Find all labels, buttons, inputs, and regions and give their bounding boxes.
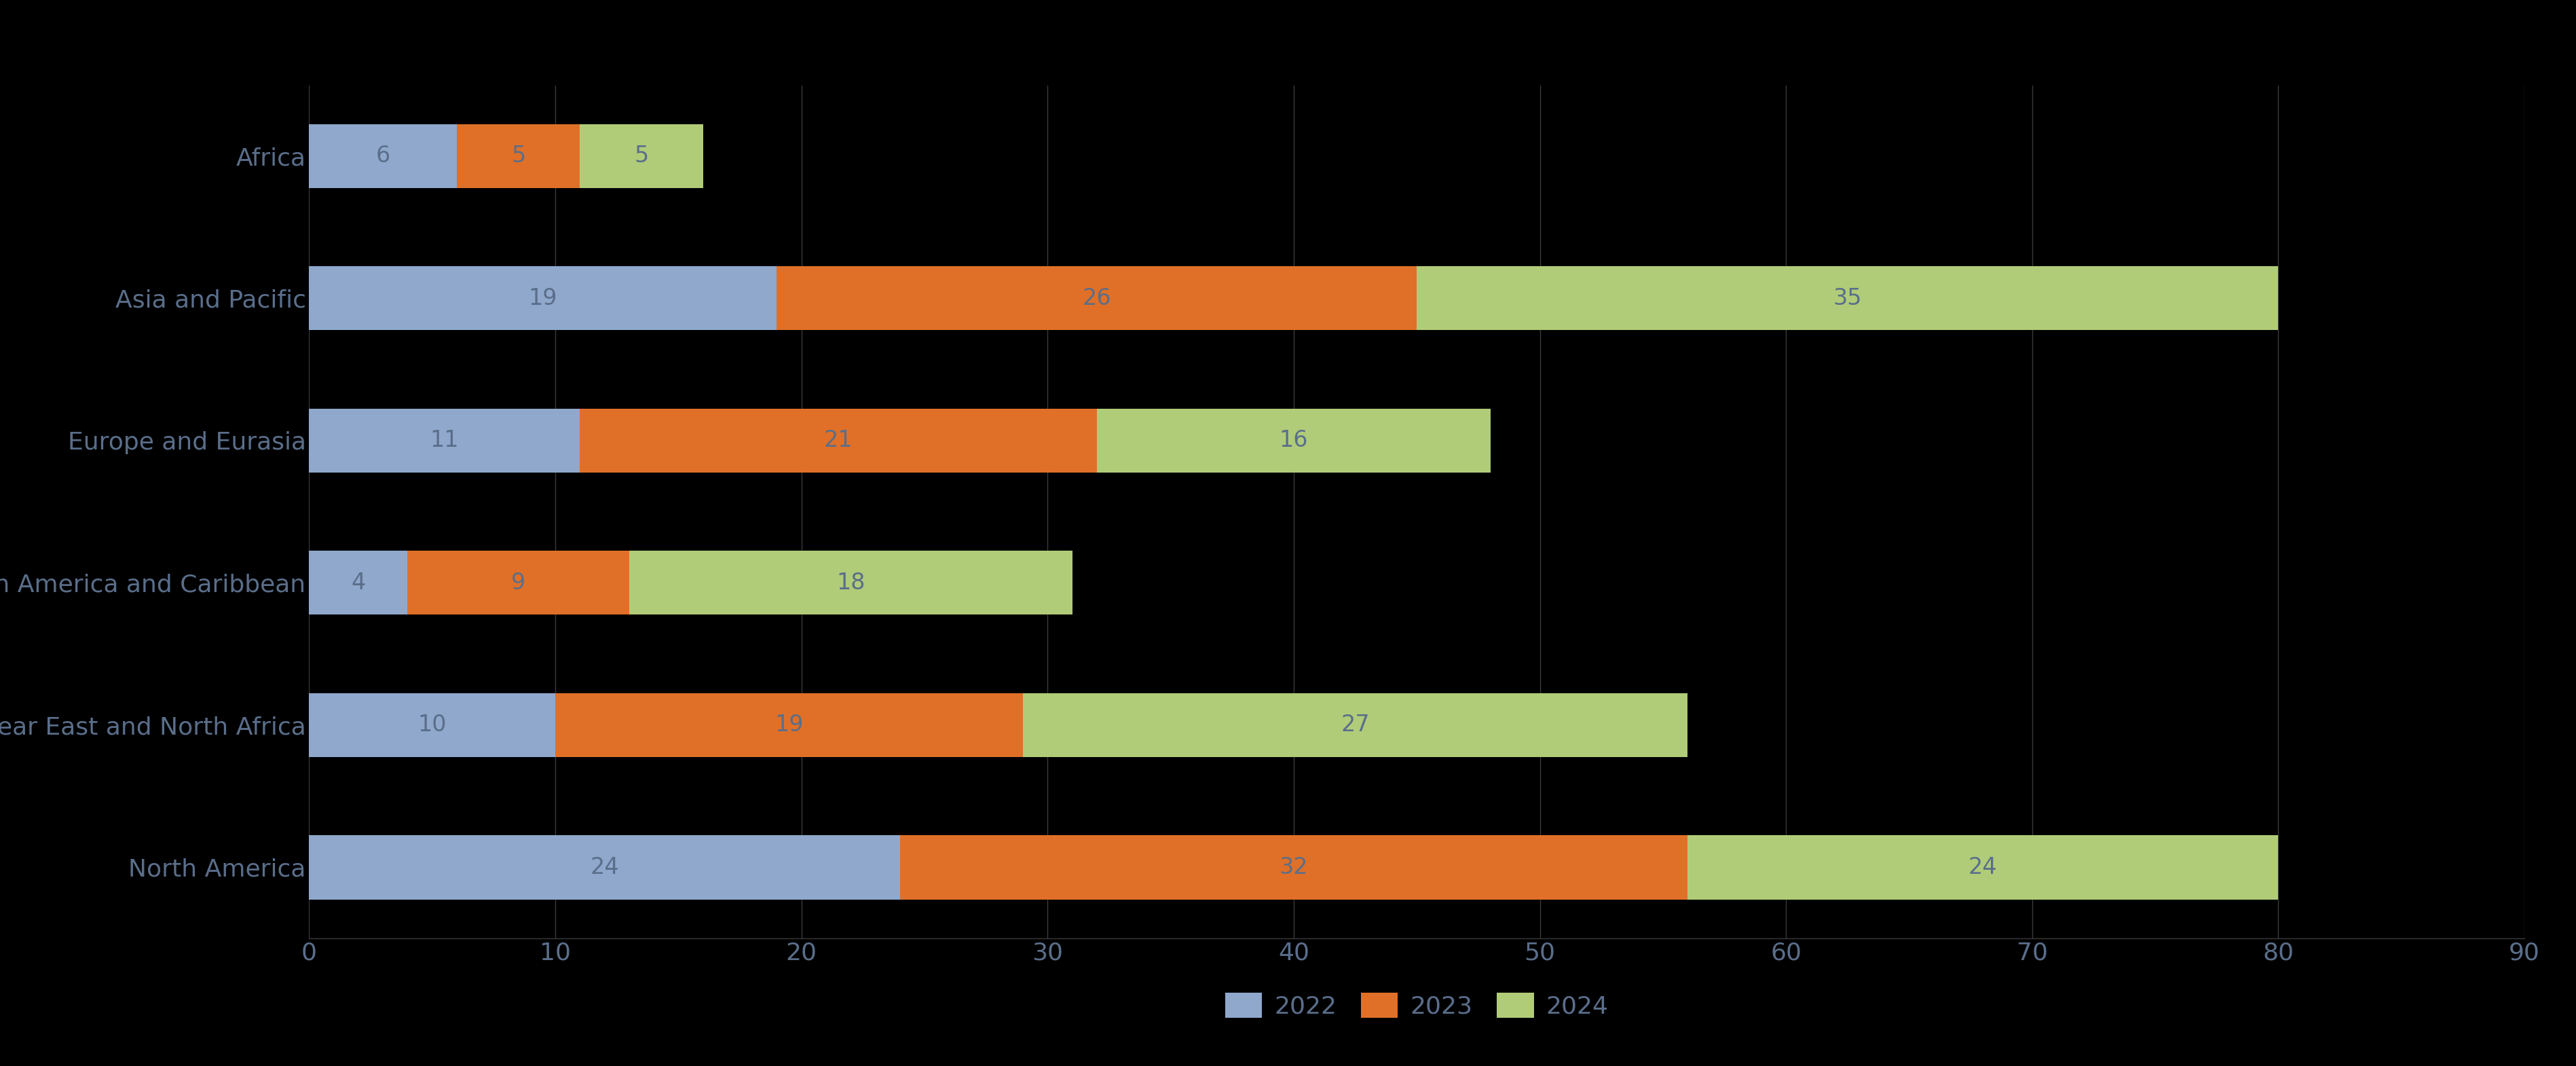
Text: 19: 19 <box>775 714 804 737</box>
Text: 19: 19 <box>528 287 556 309</box>
Bar <box>309 408 580 472</box>
Text: 27: 27 <box>1340 714 1370 737</box>
Text: 24: 24 <box>1968 856 1996 878</box>
Bar <box>629 551 1072 615</box>
Bar <box>1417 266 2277 330</box>
Text: 21: 21 <box>824 430 853 452</box>
Bar <box>1687 836 2277 900</box>
Text: 11: 11 <box>430 430 459 452</box>
Legend: 2022, 2023, 2024: 2022, 2023, 2024 <box>1216 983 1618 1028</box>
Bar <box>899 836 1687 900</box>
Bar <box>407 551 629 615</box>
Bar <box>309 836 899 900</box>
Bar <box>778 266 1417 330</box>
Text: 35: 35 <box>1834 287 1862 309</box>
Text: 4: 4 <box>350 571 366 594</box>
Text: 9: 9 <box>510 571 526 594</box>
Bar <box>1023 693 1687 757</box>
Bar <box>309 693 556 757</box>
Text: 6: 6 <box>376 145 389 167</box>
Text: 24: 24 <box>590 856 618 878</box>
Text: 32: 32 <box>1280 856 1309 878</box>
Bar <box>309 266 778 330</box>
Text: 26: 26 <box>1082 287 1110 309</box>
Text: 5: 5 <box>634 145 649 167</box>
Bar <box>580 408 1097 472</box>
Bar <box>309 551 407 615</box>
Bar <box>309 124 456 188</box>
Text: 16: 16 <box>1280 430 1309 452</box>
Text: 5: 5 <box>510 145 526 167</box>
Text: 10: 10 <box>417 714 446 737</box>
Bar <box>580 124 703 188</box>
Bar <box>1097 408 1492 472</box>
Bar <box>456 124 580 188</box>
Text: 18: 18 <box>837 571 866 594</box>
Bar <box>556 693 1023 757</box>
